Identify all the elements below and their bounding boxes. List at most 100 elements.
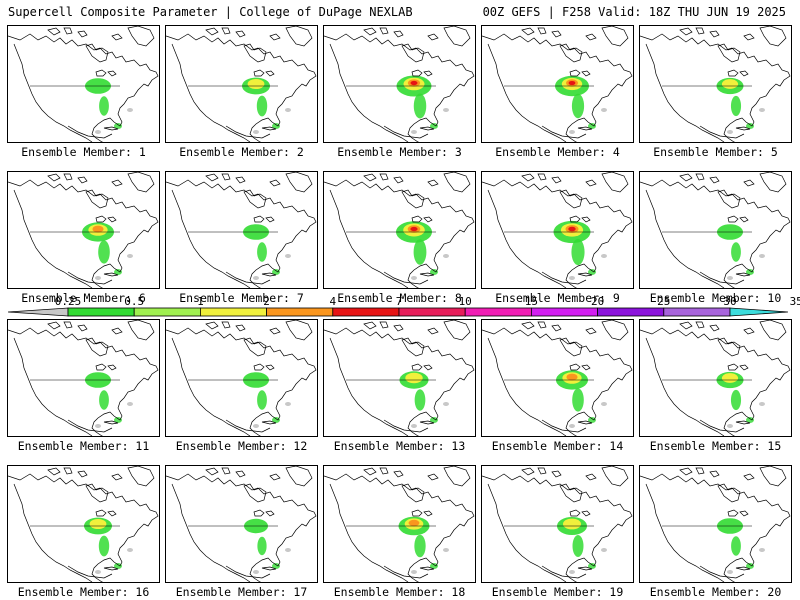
ensemble-member-label: Ensemble Member: 17 <box>175 585 308 599</box>
ensemble-member-label: Ensemble Member: 1 <box>21 145 146 159</box>
scp-contours <box>396 75 449 134</box>
colorbar-segment <box>464 307 532 317</box>
colorbar-graphic <box>7 307 789 317</box>
colorbar-segment <box>398 307 466 317</box>
map-12 <box>166 320 317 436</box>
ensemble-member-label: Ensemble Member: 6 <box>21 291 146 305</box>
ensemble-member-label: Ensemble Member: 8 <box>337 291 462 305</box>
ensemble-panel-17 <box>165 465 318 583</box>
colorbar-tick-label: 25 <box>657 295 671 308</box>
map-5 <box>640 26 791 142</box>
ensemble-panel-18 <box>323 465 476 583</box>
ensemble-panel-5 <box>639 25 792 143</box>
ensemble-panel-16 <box>7 465 160 583</box>
ensemble-panel-6 <box>7 171 160 289</box>
colorbar-tick-label: 0.25 <box>54 295 82 308</box>
colorbar-tick-label: 4 <box>329 295 337 308</box>
scp-contours <box>85 78 133 134</box>
ensemble-member-label: Ensemble Member: 4 <box>495 145 620 159</box>
scp-contours <box>398 516 449 574</box>
ensemble-panel-11 <box>7 319 160 437</box>
ensemble-member-label: Ensemble Member: 2 <box>179 145 304 159</box>
scp-contours <box>557 517 607 574</box>
ensemble-panel-10 <box>639 171 792 289</box>
scp-contours <box>717 518 765 574</box>
ensemble-member-label: Ensemble Member: 9 <box>495 291 620 305</box>
page-title: Supercell Composite Parameter | College … <box>8 5 413 19</box>
map-10 <box>640 172 791 288</box>
scp-contours <box>243 372 291 428</box>
scp-contours <box>717 224 765 280</box>
ensemble-panel-2 <box>165 25 318 143</box>
ensemble-panel-20 <box>639 465 792 583</box>
scp-contours <box>244 518 291 574</box>
scp-contours <box>82 222 133 280</box>
ensemble-member-label: Ensemble Member: 11 <box>17 439 150 453</box>
scp-contours <box>396 221 449 280</box>
ensemble-member-label: Ensemble Member: 13 <box>333 439 466 453</box>
ensemble-panel-9 <box>481 171 634 289</box>
ensemble-member-label: Ensemble Member: 16 <box>17 585 150 599</box>
map-8 <box>324 172 475 288</box>
colorbar-tick-label: 20 <box>590 295 605 308</box>
ensemble-member-label: Ensemble Member: 20 <box>649 585 782 599</box>
map-18 <box>324 466 475 582</box>
ensemble-member-label: Ensemble Member: 12 <box>175 439 308 453</box>
map-7 <box>166 172 317 288</box>
ensemble-member-label: Ensemble Member: 3 <box>337 145 462 159</box>
ensemble-panel-3 <box>323 25 476 143</box>
colorbar-tick-label: 15 <box>524 295 539 308</box>
colorbar-segment <box>531 307 599 317</box>
map-3 <box>324 26 475 142</box>
colorbar-segment <box>597 307 665 317</box>
colorbar-tick-label: 30 <box>723 295 737 308</box>
scp-contours <box>243 224 291 280</box>
colorbar-segment <box>266 307 334 317</box>
map-1 <box>8 26 159 142</box>
scp-contours <box>555 75 607 134</box>
colorbar-segment <box>67 307 135 317</box>
map-13 <box>324 320 475 436</box>
ensemble-panel-8 <box>323 171 476 289</box>
colorbar-segment <box>729 307 789 317</box>
colorbar-tick-label: 7 <box>395 295 403 308</box>
colorbar: 0.25 0.5 1 2 4 7 10 15 20 25 30 35 <box>7 295 800 320</box>
colorbar-tick-label: 2 <box>263 295 270 308</box>
map-15 <box>640 320 791 436</box>
map-14 <box>482 320 633 436</box>
map-17 <box>166 466 317 582</box>
ensemble-member-label: Ensemble Member: 10 <box>649 291 782 305</box>
valid-time: 00Z GEFS | F258 Valid: 18Z THU JUN 19 20… <box>482 5 786 19</box>
ensemble-panel-15 <box>639 319 792 437</box>
colorbar-tick-label: 1 <box>197 295 204 308</box>
ensemble-panel-14 <box>481 319 634 437</box>
scp-contours <box>556 370 607 428</box>
ensemble-member-label: Ensemble Member: 7 <box>179 291 304 305</box>
map-6 <box>8 172 159 288</box>
colorbar-segment <box>663 307 731 317</box>
ensemble-panel-4 <box>481 25 634 143</box>
ensemble-panel-12 <box>165 319 318 437</box>
map-9 <box>482 172 633 288</box>
colorbar-segment <box>199 307 267 317</box>
scp-contours <box>553 220 607 280</box>
scp-contours <box>716 77 765 134</box>
ensemble-member-label: Ensemble Member: 15 <box>649 439 782 453</box>
ensemble-panel-13 <box>323 319 476 437</box>
colorbar-segment <box>133 307 201 317</box>
ensemble-member-label: Ensemble Member: 18 <box>333 585 466 599</box>
colorbar-tick-label: 35 <box>789 295 800 308</box>
colorbar-tick-label: 0.5 <box>124 295 145 308</box>
ensemble-panel-1 <box>7 25 160 143</box>
colorbar-tick-label: 10 <box>458 295 472 308</box>
ensemble-member-label: Ensemble Member: 14 <box>491 439 624 453</box>
scp-contours <box>85 372 133 428</box>
scp-contours <box>716 371 765 428</box>
colorbar-segment <box>332 307 400 317</box>
map-11 <box>8 320 159 436</box>
ensemble-panel-7 <box>165 171 318 289</box>
map-16 <box>8 466 159 582</box>
ensemble-member-label: Ensemble Member: 5 <box>653 145 778 159</box>
ensemble-panel-19 <box>481 465 634 583</box>
map-4 <box>482 26 633 142</box>
